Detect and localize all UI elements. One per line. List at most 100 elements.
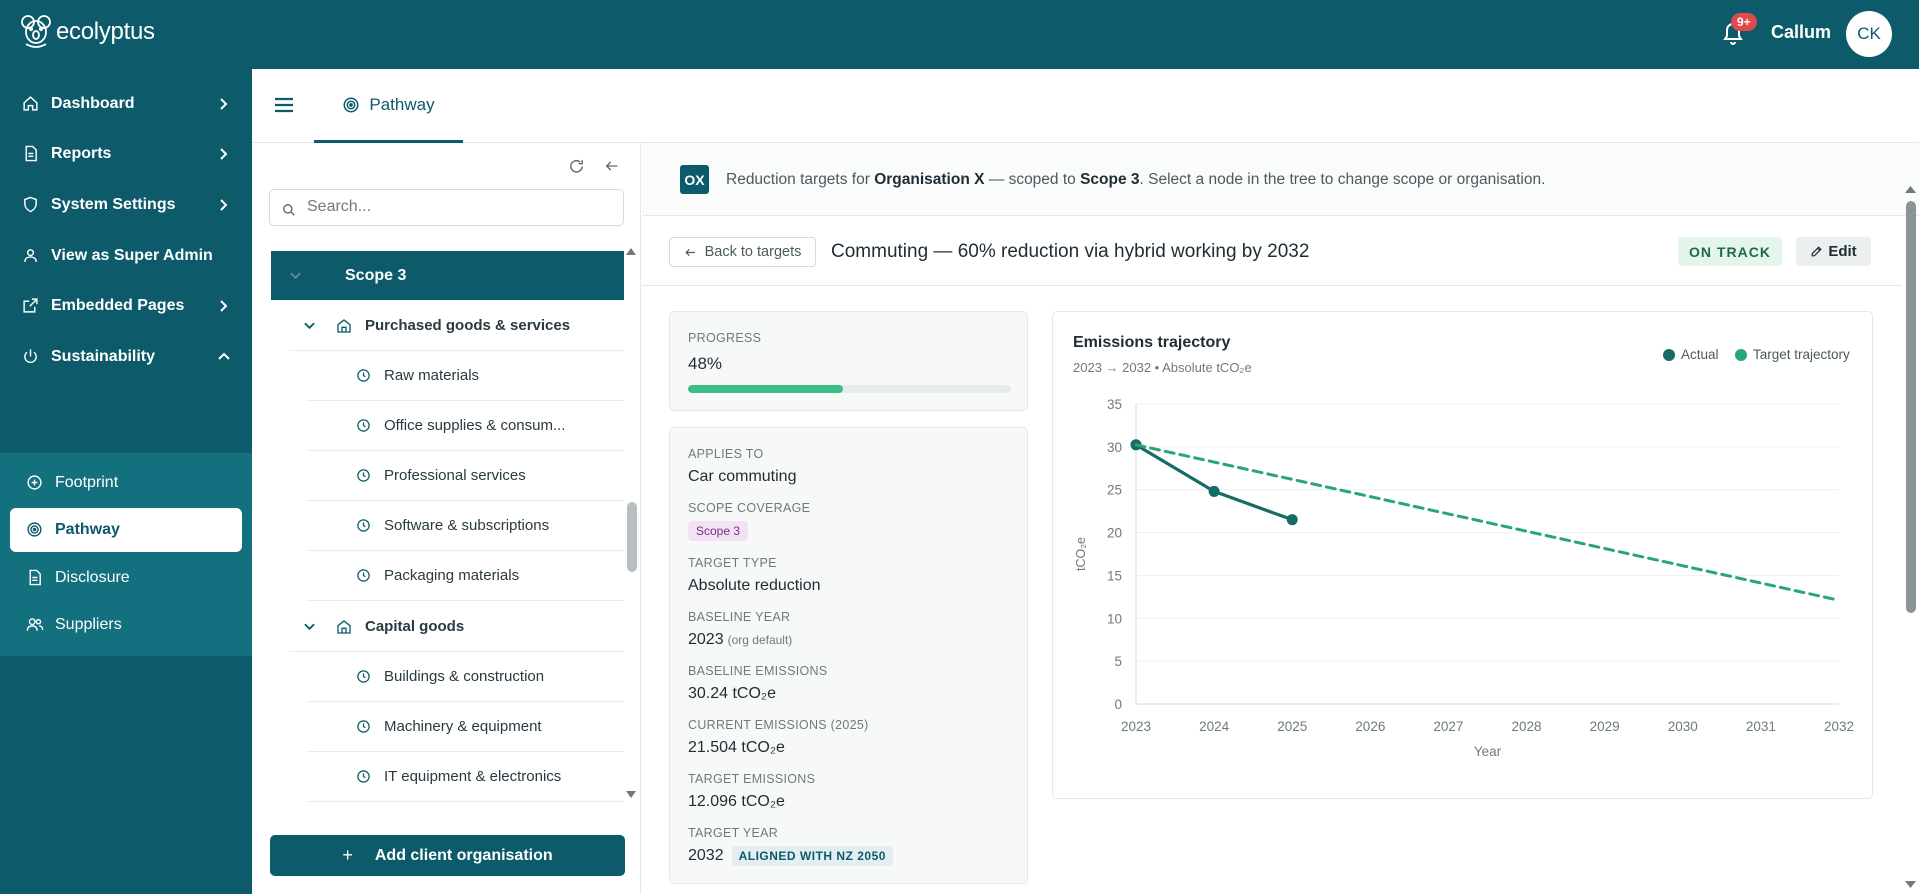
series-line-target-trajectory <box>1134 443 1841 602</box>
main-scrollbar[interactable] <box>1902 181 1919 894</box>
tree-node-label: Machinery & equipment <box>384 718 542 735</box>
main-content: OX Reduction targets for Organisation X … <box>642 143 1919 894</box>
refresh-icon[interactable] <box>568 158 585 175</box>
back-to-targets-button[interactable]: Back to targets <box>669 237 816 267</box>
avatar[interactable]: CK <box>1846 11 1892 57</box>
add-client-organisation-label: Add client organisation <box>374 846 553 864</box>
tree-node-label: Raw materials <box>384 367 480 384</box>
tree-node-label: Scope 3 <box>345 266 407 284</box>
target-details-card: APPLIES TO Car commuting SCOPE COVERAGE … <box>669 427 1028 884</box>
x-tick-label: 2032 <box>1824 719 1854 734</box>
current-emissions-value: 21.504 tCO₂e <box>688 739 785 756</box>
sidebar-item-label: Pathway <box>55 521 120 538</box>
progress-card: PROGRESS 48% <box>669 311 1028 411</box>
sidebar-item-embedded-pages[interactable]: Embedded Pages <box>0 286 252 326</box>
tree-node-leaf[interactable]: Raw materials <box>307 351 624 401</box>
sidebar-item-suppliers[interactable]: Suppliers <box>10 603 242 647</box>
sidebar-item-label: Disclosure <box>55 569 130 586</box>
sidebar-item-system-settings[interactable]: System Settings <box>0 185 252 225</box>
building-icon <box>337 319 351 333</box>
series-line-actual <box>1134 443 1294 522</box>
user-icon <box>24 249 37 262</box>
scope-coverage-pill: Scope 3 <box>688 521 749 541</box>
baseline-year-value: 2023 <box>688 631 724 648</box>
target-header: Back to targets Commuting — 60% reductio… <box>642 216 1902 286</box>
koala-logo-icon <box>21 15 51 48</box>
tree-node-leaf[interactable]: Machinery & equipment <box>307 702 624 752</box>
chevron-right-icon <box>220 300 228 312</box>
add-client-organisation-button[interactable]: + Add client organisation <box>270 835 625 876</box>
tab-bar: Pathway <box>252 69 1919 143</box>
tree-node-leaf[interactable]: IT equipment & electronics <box>307 752 624 802</box>
tree-node-scope-3[interactable]: Scope 3 <box>271 251 624 300</box>
tree-node-leaf[interactable]: Office supplies & consum... <box>307 401 624 451</box>
tree-node-leaf[interactable]: Professional services <box>307 451 624 501</box>
y-tick-label: 35 <box>1107 397 1122 412</box>
baseline-emissions-value: 30.24 tCO₂e <box>688 685 777 702</box>
progress-value: 48% <box>688 354 723 373</box>
users-icon <box>26 618 44 631</box>
data-point-actual <box>1286 514 1298 526</box>
tree-search <box>269 189 624 226</box>
x-tick-label: 2028 <box>1512 719 1542 734</box>
baseline-year-label: BASELINE YEAR <box>688 610 791 624</box>
tree-node-group[interactable]: Capital goods <box>289 602 624 652</box>
tree-scrollbar[interactable] <box>624 243 638 803</box>
user-name[interactable]: Callum <box>1771 22 1832 42</box>
tree-node-leaf[interactable]: Software & subscriptions <box>307 501 624 551</box>
brand-name: ecolyptus <box>56 18 155 45</box>
notification-badge: 9+ <box>1731 13 1757 31</box>
sidebar-item-dashboard[interactable]: Dashboard <box>0 84 252 124</box>
tree-node-leaf[interactable]: Packaging materials <box>307 551 624 601</box>
sidebar-item-reports[interactable]: Reports <box>0 134 252 174</box>
brand-logo[interactable]: ecolyptus <box>20 14 155 50</box>
sidebar-item-sustainability[interactable]: Sustainability <box>0 337 252 377</box>
clock-icon <box>357 469 370 482</box>
hamburger-menu-icon[interactable] <box>274 97 294 113</box>
back-label: Back to targets <box>704 244 802 260</box>
legend-label: Actual <box>1681 347 1719 362</box>
chevron-down-icon <box>304 322 315 330</box>
y-tick-label: 30 <box>1107 440 1122 455</box>
tab-label: Pathway <box>369 94 435 114</box>
plus-icon: + <box>342 845 353 865</box>
clock-icon <box>357 569 370 582</box>
tree-node-group[interactable]: Purchased goods & services <box>289 301 624 351</box>
info-prefix: Reduction targets for <box>726 171 875 188</box>
y-tick-label: 0 <box>1114 697 1122 712</box>
tab-pathway[interactable]: Pathway <box>314 69 463 143</box>
sidebar: Dashboard Reports System Settings View a… <box>0 69 252 894</box>
clock-icon <box>357 720 370 733</box>
target-emissions-label: TARGET EMISSIONS <box>688 772 816 786</box>
sidebar-item-view-as-super-admin[interactable]: View as Super Admin <box>0 236 252 276</box>
clock-icon <box>357 670 370 683</box>
tree-node-label: Packaging materials <box>384 567 520 584</box>
sidebar-item-pathway[interactable]: Pathway <box>10 508 242 552</box>
target-emissions-value: 12.096 tCO₂e <box>688 793 785 810</box>
edit-button[interactable]: Edit <box>1796 237 1871 266</box>
y-tick-label: 5 <box>1114 654 1122 669</box>
clock-icon <box>357 770 370 783</box>
search-input[interactable] <box>307 198 607 216</box>
clock-icon <box>357 419 370 432</box>
edit-icon <box>1811 246 1823 257</box>
tree-node-label: Buildings & construction <box>384 668 545 685</box>
legend-swatch <box>1663 348 1675 361</box>
sidebar-item-disclosure[interactable]: Disclosure <box>10 556 242 600</box>
tree-node-leaf[interactable]: Buildings & construction <box>307 652 624 702</box>
clock-icon <box>357 369 370 382</box>
sidebar-item-label: Footprint <box>55 474 119 491</box>
legend-actual[interactable]: Actual <box>1663 347 1719 362</box>
x-tick-label: 2030 <box>1668 719 1698 734</box>
arrow-left-icon[interactable] <box>604 158 620 174</box>
x-tick-label: 2029 <box>1590 719 1620 734</box>
legend-target-trajectory[interactable]: Target trajectory <box>1735 347 1850 362</box>
target-year-value: 2032 <box>688 847 724 864</box>
external-link-icon <box>23 298 38 313</box>
y-tick-label: 10 <box>1107 611 1122 626</box>
clock-icon <box>357 519 370 532</box>
sidebar-item-footprint[interactable]: Footprint <box>10 461 242 505</box>
legend-swatch <box>1735 348 1747 361</box>
chevron-right-icon <box>220 98 228 110</box>
